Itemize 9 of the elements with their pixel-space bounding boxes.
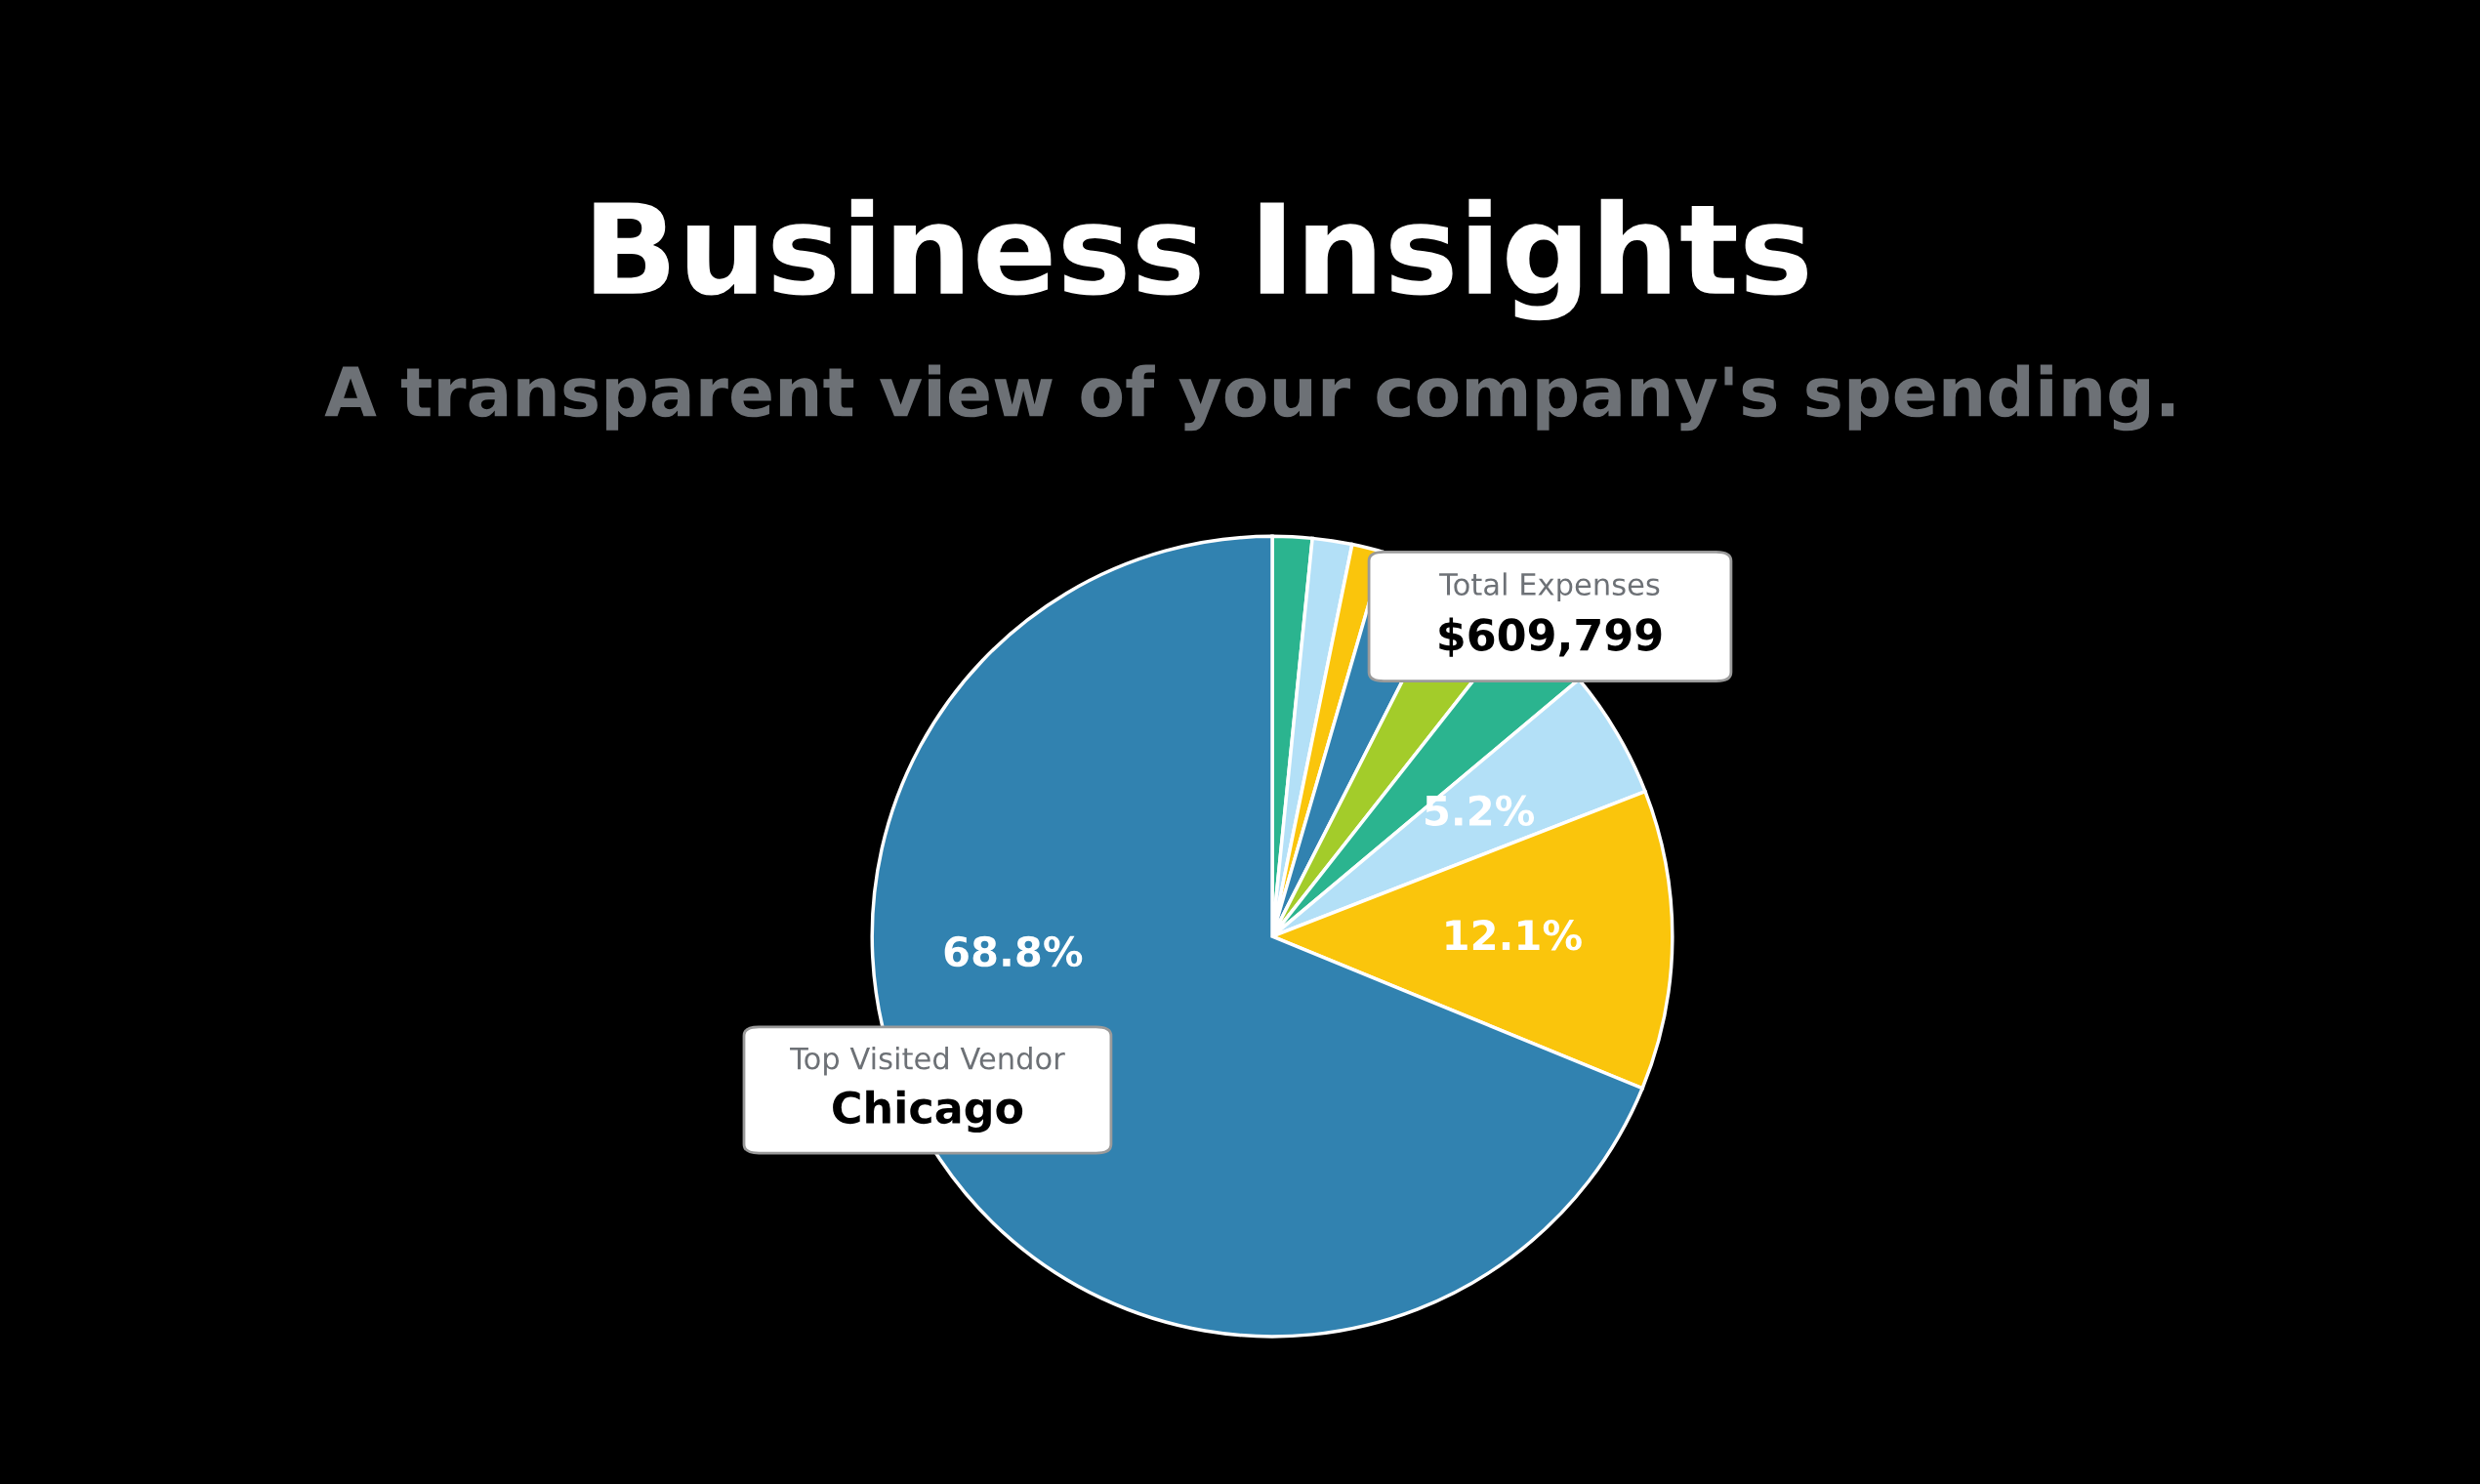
chart-title: Business Insights [594,198,1807,321]
chart-subtitle: A transparent view of your company's spending. [324,364,2174,432]
data-label: 5.2% [1426,795,1535,827]
data-label: 68.8% [944,935,1083,968]
data-label: 12.1% [1446,920,1582,951]
text: $609,799 [1439,617,1662,657]
text: Top Visited Vendor [790,1046,1065,1076]
text: Chicago [833,1090,1023,1134]
text: Total Expenses [1439,572,1660,601]
